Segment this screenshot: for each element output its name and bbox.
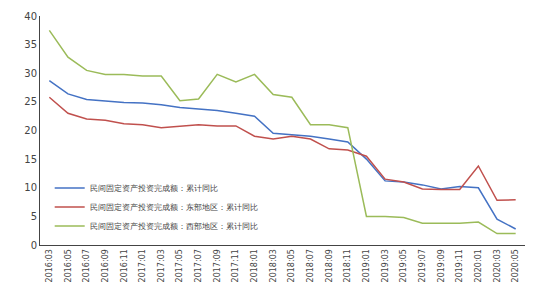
svg-text:2018:09: 2018:09 xyxy=(325,249,334,282)
svg-text:民间固定资产投资完成额：西部地区：累计同比: 民间固定资产投资完成额：西部地区：累计同比 xyxy=(90,222,258,231)
svg-text:2017:09: 2017:09 xyxy=(213,249,222,282)
svg-text:2016:09: 2016:09 xyxy=(101,249,110,282)
svg-text:民间固定资产投资完成额：累计同比: 民间固定资产投资完成额：累计同比 xyxy=(90,184,218,193)
svg-text:40: 40 xyxy=(24,11,37,22)
svg-text:2017:01: 2017:01 xyxy=(138,249,147,282)
svg-text:2019:03: 2019:03 xyxy=(381,249,390,282)
svg-text:2019:05: 2019:05 xyxy=(399,249,408,282)
svg-text:2016:03: 2016:03 xyxy=(45,249,54,282)
svg-text:2016:05: 2016:05 xyxy=(64,249,73,282)
svg-text:35: 35 xyxy=(24,39,37,50)
svg-text:2020:03: 2020:03 xyxy=(493,249,502,282)
svg-text:2020:05: 2020:05 xyxy=(511,249,520,282)
svg-text:2017:07: 2017:07 xyxy=(194,249,203,282)
svg-text:25: 25 xyxy=(24,96,37,107)
svg-text:2019:07: 2019:07 xyxy=(418,249,427,282)
svg-text:民间固定资产投资完成额：东部地区：累计同比: 民间固定资产投资完成额：东部地区：累计同比 xyxy=(90,203,258,212)
svg-text:2019:11: 2019:11 xyxy=(455,249,464,282)
svg-text:10: 10 xyxy=(24,182,37,193)
svg-text:2018:11: 2018:11 xyxy=(343,249,352,282)
svg-text:5: 5 xyxy=(31,211,37,222)
svg-text:2019:09: 2019:09 xyxy=(437,249,446,282)
svg-text:2018:07: 2018:07 xyxy=(306,249,315,282)
svg-text:2019:01: 2019:01 xyxy=(362,249,371,282)
svg-text:2017:11: 2017:11 xyxy=(231,249,240,282)
svg-text:2018:03: 2018:03 xyxy=(269,249,278,282)
svg-text:2017:03: 2017:03 xyxy=(157,249,166,282)
svg-text:20: 20 xyxy=(24,125,37,136)
svg-text:2016:11: 2016:11 xyxy=(120,249,129,282)
svg-text:2018:05: 2018:05 xyxy=(287,249,296,282)
svg-text:2020:01: 2020:01 xyxy=(474,249,483,282)
svg-text:15: 15 xyxy=(24,154,37,165)
svg-text:2018:01: 2018:01 xyxy=(250,249,259,282)
svg-text:2016:07: 2016:07 xyxy=(82,249,91,282)
svg-text:2017:05: 2017:05 xyxy=(176,249,185,282)
svg-text:0: 0 xyxy=(31,240,37,251)
svg-text:30: 30 xyxy=(24,68,37,79)
